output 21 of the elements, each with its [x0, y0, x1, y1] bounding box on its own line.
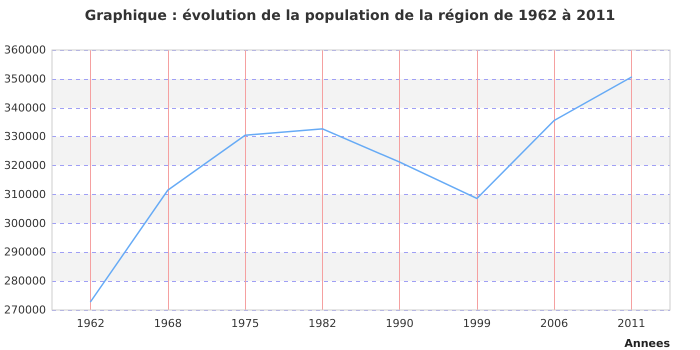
x-tick-label: 1975 — [231, 317, 260, 330]
y-tick-label: 320000 — [4, 159, 46, 172]
y-tick-label: 330000 — [4, 130, 46, 144]
y-tick-label: 280000 — [4, 274, 46, 288]
y-tick-label: 360000 — [4, 44, 46, 56]
y-tick-label: 300000 — [4, 216, 46, 230]
chart-title: Graphique : évolution de la population de la région de 1962 à 2011 — [84, 8, 616, 24]
y-tick-label: 340000 — [4, 101, 46, 114]
x-tick-label: 1968 — [154, 317, 182, 330]
x-tick-label: 1962 — [76, 317, 105, 330]
y-tick-label: 310000 — [4, 188, 46, 201]
x-tick-label: 1982 — [308, 317, 336, 330]
y-tick-label: 350000 — [4, 72, 46, 86]
y-tick-label: 270000 — [4, 304, 46, 316]
line-series — [90, 76, 632, 302]
x-tick-label: 2011 — [617, 317, 646, 330]
x-tick-label: 1999 — [462, 317, 491, 330]
x-tick-label: 2006 — [540, 317, 568, 330]
x-axis-title: Annees — [624, 337, 670, 350]
x-tick-label: 1990 — [386, 317, 414, 330]
y-tick-label: 290000 — [4, 246, 46, 259]
